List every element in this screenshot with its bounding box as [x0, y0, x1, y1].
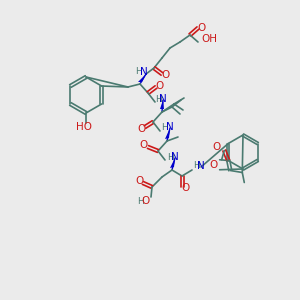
Text: O: O — [140, 140, 148, 150]
Text: N: N — [171, 152, 179, 162]
Text: O: O — [212, 142, 220, 152]
Text: H: H — [162, 124, 168, 133]
Text: O: O — [209, 160, 218, 170]
Text: OH: OH — [201, 34, 217, 44]
Text: H: H — [136, 196, 143, 206]
Text: O: O — [156, 81, 164, 91]
Polygon shape — [165, 128, 170, 139]
Text: O: O — [198, 23, 206, 33]
Text: O: O — [142, 196, 150, 206]
Text: H: H — [193, 161, 200, 170]
Polygon shape — [138, 74, 146, 82]
Text: O: O — [182, 183, 190, 193]
Polygon shape — [160, 100, 164, 109]
Text: N: N — [159, 94, 167, 104]
Polygon shape — [170, 158, 175, 168]
Text: N: N — [197, 161, 205, 171]
Text: H: H — [154, 94, 161, 103]
Text: N: N — [166, 122, 174, 132]
Text: O: O — [137, 124, 145, 134]
Text: N: N — [140, 67, 148, 77]
Text: O: O — [135, 176, 143, 186]
Text: O: O — [162, 70, 170, 80]
Text: H: H — [135, 68, 141, 76]
Text: HO: HO — [76, 122, 92, 132]
Text: H: H — [167, 152, 173, 161]
